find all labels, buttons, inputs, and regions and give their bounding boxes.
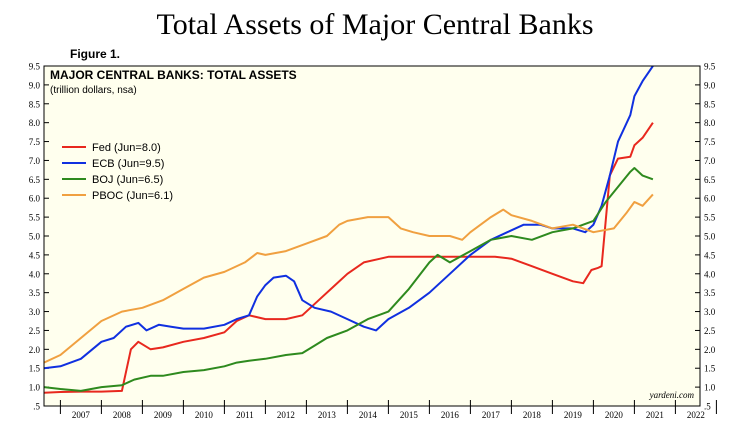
x-tick-label: 2019 — [564, 410, 583, 420]
y-tick-label-left: 2.0 — [29, 345, 41, 355]
y-tick-label-left: 5.5 — [29, 213, 41, 223]
x-tick-label: 2016 — [441, 410, 460, 420]
series-line-boj — [44, 167, 654, 392]
x-tick-label: 2022 — [687, 410, 705, 420]
y-tick-label-left: 3.5 — [29, 288, 41, 298]
x-axis: 2007 2008 2009 2010 2011 2012 2013 2014 2015 2016… — [59, 400, 717, 420]
y-tick-label-right: 3.5 — [704, 288, 716, 298]
legend-label-ecb: ECB (Jun=9.5) — [92, 158, 164, 170]
y-tick-label-right: 2.5 — [704, 326, 716, 336]
y-tick-label-right: 5.0 — [704, 232, 716, 242]
page-title: Total Assets of Major Central Banks — [156, 8, 594, 41]
y-tick-label-left: 5.0 — [29, 232, 41, 242]
legend-label-boj: BOJ (Jun=6.5) — [92, 174, 163, 186]
x-tick-label: 2015 — [400, 410, 419, 420]
y-tick-label-right: 8.5 — [704, 99, 716, 109]
y-tick-label-left: 3.0 — [29, 307, 41, 317]
y-tick-label-right: 1.0 — [704, 383, 716, 393]
y-tick-label-left: 6.5 — [29, 175, 41, 185]
plot-border — [43, 65, 701, 407]
x-tick-label: 2010 — [195, 410, 214, 420]
y-tick-label-left: 1.0 — [29, 383, 41, 393]
x-tick-label: 2012 — [277, 410, 295, 420]
y-tick-label-left: 9.0 — [29, 80, 41, 90]
x-tick-label: 2020 — [605, 410, 624, 420]
y-tick-label-right: 4.5 — [704, 250, 716, 260]
y-tick-label-right: 5.5 — [704, 213, 716, 223]
y-tick-label-left: 7.5 — [29, 137, 41, 147]
y-tick-label-right: 6.5 — [704, 175, 716, 185]
x-tick-label: 2008 — [113, 410, 132, 420]
y-tick-label-right: 1.5 — [704, 364, 716, 374]
y-axis-right: .5 1.0 1.5 2.0 2.5 3.0 3.5 4.0 4.5 5.0 5.5 6.0 6.5 7.… — [695, 62, 716, 412]
y-tick-label-left: 7.0 — [29, 156, 41, 166]
y-tick-label-right: 7.5 — [704, 137, 716, 147]
y-tick-label-left: 9.5 — [29, 62, 41, 72]
y-tick-label-right: 2.0 — [704, 345, 716, 355]
y-tick-label-left: 6.0 — [29, 194, 41, 204]
chart-title: MAJOR CENTRAL BANKS: TOTAL ASSETS — [50, 68, 297, 82]
y-tick-label-right: .5 — [704, 402, 711, 412]
y-tick-label-left: .5 — [33, 402, 40, 412]
y-tick-label-left: 1.5 — [29, 364, 41, 374]
series-line-fed — [44, 122, 654, 394]
source-label: yardeni.com — [649, 390, 695, 400]
plot-area — [44, 66, 700, 406]
y-tick-label-left: 4.5 — [29, 250, 41, 260]
series-line-pboc — [44, 193, 654, 364]
x-tick-label: 2007 — [72, 410, 91, 420]
x-tick-label: 2014 — [359, 410, 378, 420]
y-tick-label-right: 9.5 — [704, 62, 716, 72]
y-tick-label-right: 7.0 — [704, 156, 716, 166]
y-tick-label-right: 3.0 — [704, 307, 716, 317]
y-tick-label-left: 8.0 — [29, 118, 41, 128]
x-tick-label: 2017 — [482, 410, 501, 420]
series-layer — [44, 66, 654, 394]
y-tick-label-left: 8.5 — [29, 99, 41, 109]
figure-label: Figure 1. — [70, 47, 121, 61]
x-tick-label: 2018 — [523, 410, 542, 420]
x-tick-label: 2021 — [646, 410, 664, 420]
x-tick-label: 2009 — [154, 410, 173, 420]
x-tick-label: 2013 — [318, 410, 337, 420]
legend-label-pboc: PBOC (Jun=6.1) — [92, 190, 173, 202]
y-tick-label-right: 9.0 — [704, 80, 716, 90]
chart-subtitle: (trillion dollars, nsa) — [50, 85, 137, 96]
y-tick-label-left: 2.5 — [29, 326, 41, 336]
y-tick-label-right: 6.0 — [704, 194, 716, 204]
x-tick-label: 2011 — [236, 410, 254, 420]
y-tick-label-left: 4.0 — [29, 269, 41, 279]
y-axis-left: .5 1.0 1.5 2.0 2.5 3.0 3.5 4.0 4.5 5.0 5.5 6.0 6.5 7.… — [29, 62, 49, 412]
y-tick-label-right: 8.0 — [704, 118, 716, 128]
y-tick-label-right: 4.0 — [704, 269, 716, 279]
series-line-ecb — [44, 66, 654, 370]
legend: Fed (Jun=8.0) ECB (Jun=9.5) BOJ (Jun=6.5) P… — [62, 142, 173, 202]
legend-label-fed: Fed (Jun=8.0) — [92, 142, 161, 154]
